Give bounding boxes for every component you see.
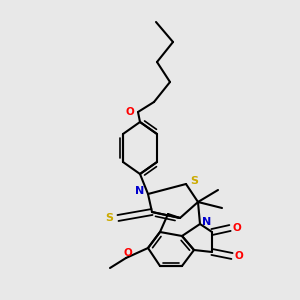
Text: S: S xyxy=(190,176,198,186)
Text: S: S xyxy=(105,213,113,223)
Text: O: O xyxy=(126,107,134,117)
Text: O: O xyxy=(124,248,132,258)
Text: O: O xyxy=(232,223,242,233)
Text: N: N xyxy=(135,186,145,196)
Text: O: O xyxy=(235,251,243,261)
Text: N: N xyxy=(202,217,211,227)
